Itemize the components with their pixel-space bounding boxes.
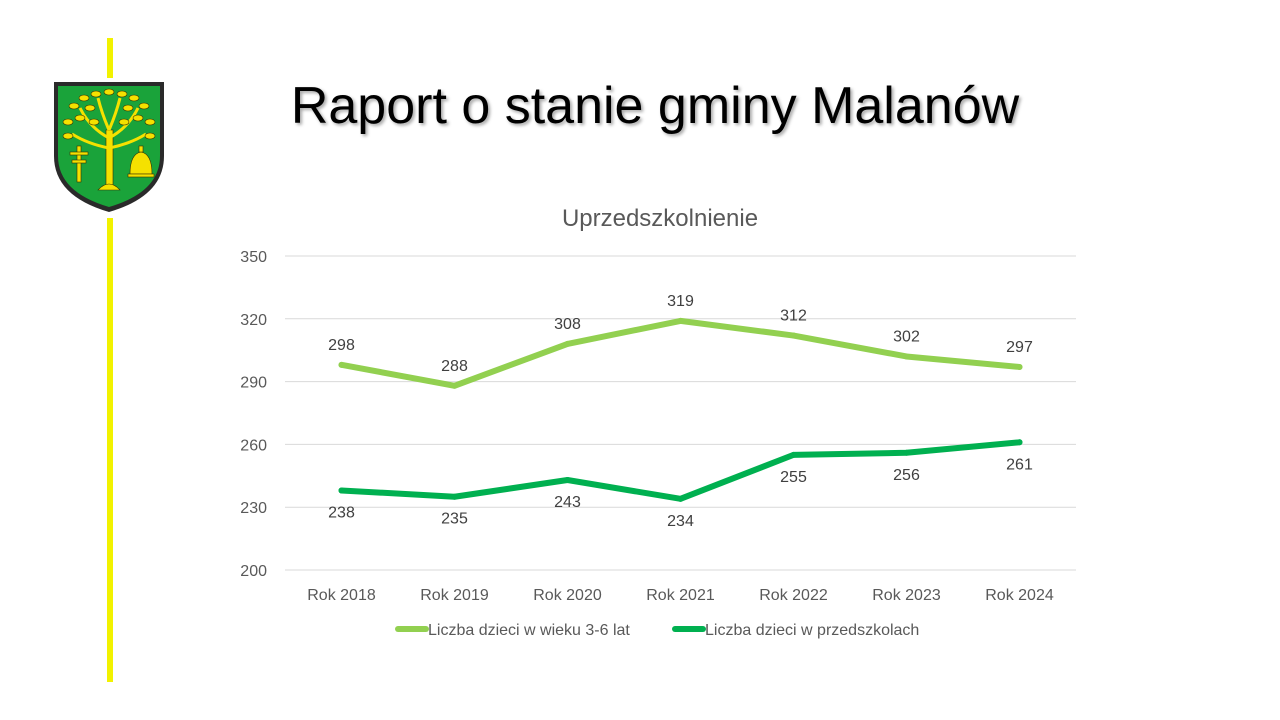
x-tick-label: Rok 2024 <box>985 587 1054 604</box>
y-tick-label: 320 <box>240 312 267 329</box>
data-point <box>790 332 797 339</box>
y-tick-label: 200 <box>240 563 267 580</box>
data-label: 288 <box>441 358 468 375</box>
malanow-coat-of-arms-icon <box>54 82 164 212</box>
data-label: 298 <box>328 337 355 354</box>
data-label: 308 <box>554 316 581 333</box>
data-label: 261 <box>1006 456 1033 473</box>
data-point <box>677 495 684 502</box>
data-label: 319 <box>667 293 694 310</box>
x-tick-label: Rok 2019 <box>420 587 489 604</box>
data-point <box>338 361 345 368</box>
y-tick-label: 290 <box>240 375 267 392</box>
y-tick-label: 350 <box>240 249 267 266</box>
page-title: Raport o stanie gminy Malanów <box>290 77 1020 135</box>
x-tick-label: Rok 2021 <box>646 587 715 604</box>
data-label: 256 <box>893 467 920 484</box>
data-point <box>564 340 571 347</box>
data-point <box>564 476 571 483</box>
x-tick-label: Rok 2020 <box>533 587 602 604</box>
data-point <box>790 451 797 458</box>
data-point <box>903 449 910 456</box>
y-tick-label: 260 <box>240 437 267 454</box>
legend-label: Liczba dzieci w przedszkolach <box>705 622 919 639</box>
x-tick-label: Rok 2023 <box>872 587 941 604</box>
data-point <box>338 487 345 494</box>
yellow-accent-line-bottom <box>107 218 113 682</box>
yellow-accent-line-top <box>107 38 113 78</box>
legend-label: Liczba dzieci w wieku 3-6 lat <box>428 622 630 639</box>
x-tick-label: Rok 2018 <box>307 587 376 604</box>
data-label: 235 <box>441 511 468 528</box>
data-point <box>451 493 458 500</box>
x-tick-label: Rok 2022 <box>759 587 828 604</box>
data-point <box>1016 363 1023 370</box>
data-point <box>1016 439 1023 446</box>
data-point <box>451 382 458 389</box>
data-label: 234 <box>667 513 694 530</box>
data-label: 238 <box>328 504 355 521</box>
data-label: 255 <box>780 469 807 486</box>
y-tick-label: 230 <box>240 500 267 517</box>
data-label: 312 <box>780 308 807 325</box>
chart-title: Uprzedszkolnienie <box>562 205 758 232</box>
data-label: 297 <box>1006 339 1033 356</box>
data-label: 302 <box>893 328 920 345</box>
data-point <box>677 317 684 324</box>
data-label: 243 <box>554 494 581 511</box>
data-point <box>903 353 910 360</box>
